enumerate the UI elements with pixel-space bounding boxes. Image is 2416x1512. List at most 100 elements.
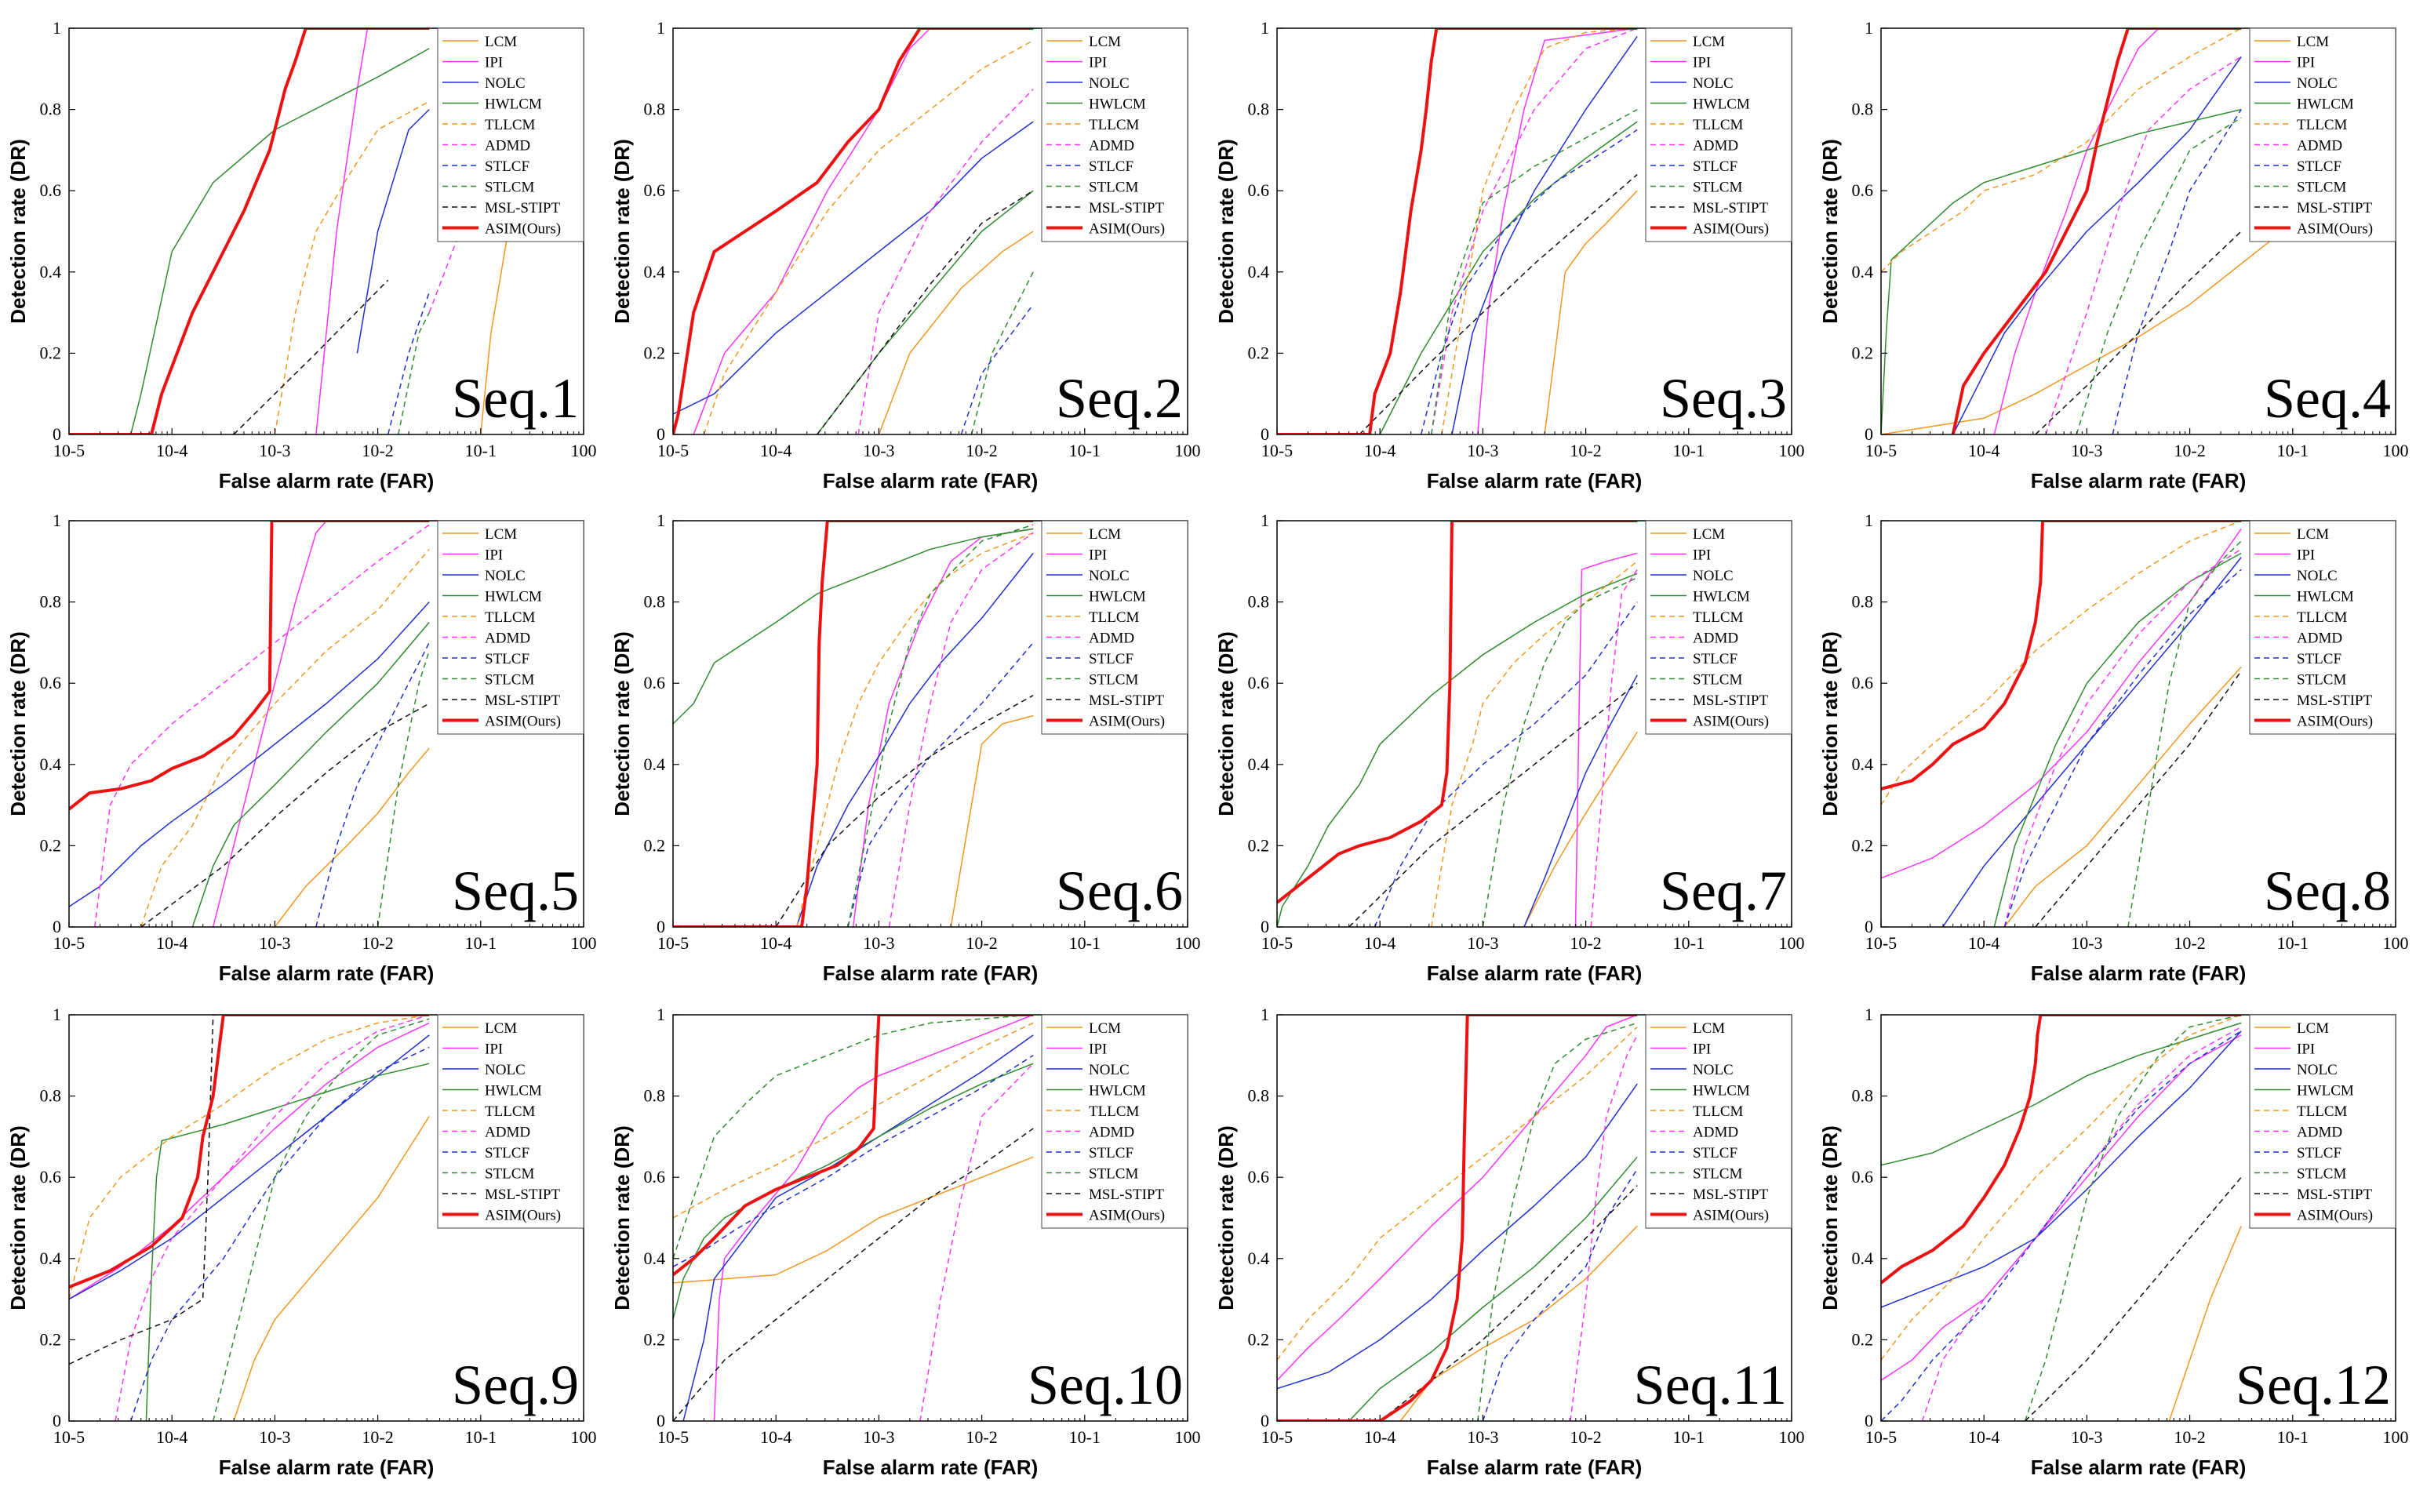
x-tick-label: 10-5 [1865,441,1897,460]
series-line-hwlcm [129,48,430,434]
legend-label: STLCM [1693,672,1742,689]
legend-box [1041,520,1188,735]
legend-label: TLLCM [1693,117,1743,133]
legend-label: STLCM [2297,1166,2346,1183]
x-tick-label: 10-5 [53,441,85,460]
legend-label: STLCF [1089,651,1133,667]
legend-label: IPI [1693,55,1711,71]
series-line-msl-stipt [140,703,430,927]
x-tick-label: 100 [2383,1427,2409,1447]
y-tick-label: 0.6 [644,1167,666,1187]
series-group [673,1015,1034,1421]
x-tick-label: 10-5 [53,933,85,953]
legend: LCM IPI NOLC HWLCM TLLCM ADMD STLCF STLCM MSL-ST… [437,1014,584,1229]
series-line-msl-stipt [673,1128,1034,1421]
y-tick-label: 1 [1261,511,1269,530]
legend: LCM IPI NOLC HWLCM TLLCM ADMD STLCF STLCM MSL-ST… [1041,1014,1188,1229]
legend-label: NOLC [2297,1062,2338,1078]
panel-title: Seq.3 [1660,367,1787,430]
x-tick-label: 10-2 [1570,441,1601,460]
x-tick-label: 10-1 [465,933,497,953]
series-line-asim-ours [673,1015,1034,1277]
y-tick-label: 0.4 [1248,1248,1270,1268]
y-tick-label: 0.2 [1852,1329,1874,1349]
series-line-stlcm [212,1018,430,1421]
x-tick-label: 10-1 [465,441,497,460]
series-line-nolc [1523,674,1638,927]
x-axis-title: False alarm rate (FAR) [823,961,1039,985]
panel-title: Seq.1 [452,367,579,430]
legend-label: MSL-STIPT [1089,1187,1164,1203]
roc-panel: 10-5 10-4 10-3 10-2 10-1 100 0 0.2 0.4 0.6 0.8 1 Fal… [610,1005,1201,1479]
legend-label: TLLCM [485,1103,535,1120]
series-line-admd [1431,28,1638,434]
series-line-stlcf [1482,1169,1638,1421]
y-tick-label: 0.4 [1852,262,1874,282]
y-tick-label: 0.8 [40,100,62,119]
x-tick-label: 100 [1175,1427,1201,1447]
series-line-stlcf [960,303,1034,434]
legend-box [2249,520,2396,735]
x-tick-label: 10-5 [1261,933,1293,953]
legend-label: MSL-STIPT [1693,1187,1768,1203]
legend-label: STLCM [2297,672,2346,689]
x-tick-label: 10-1 [2277,933,2309,953]
y-tick-label: 0.4 [644,1248,666,1268]
y-axis-title: Detection rate (DR) [1214,631,1238,816]
series-line-msl-stipt [233,279,389,434]
legend-label: TLLCM [1089,609,1139,626]
legend-label: MSL-STIPT [485,692,560,709]
series-line-stlcm [2024,1015,2242,1421]
x-tick-label: 10-2 [966,933,997,953]
y-tick-label: 1 [1865,18,1873,38]
series-group [69,521,430,927]
x-axis-title: False alarm rate (FAR) [1427,1456,1643,1479]
series-line-nolc [69,602,430,907]
series-line-msl-stipt [817,190,1034,434]
x-tick-label: 10-2 [2174,1427,2205,1447]
y-axis-title: Detection rate (DR) [1818,139,1842,323]
legend-label: ASIM(Ours) [2297,714,2373,730]
legend: LCM IPI NOLC HWLCM TLLCM ADMD STLCF STLCM MSL-ST… [1645,1014,1792,1229]
panel-title: Seq.5 [452,860,579,922]
series-line-admd [115,1015,430,1421]
series-line-stlcf [129,1046,430,1421]
series-line-ipi [1881,1034,2242,1381]
series-line-hwlcm [817,190,1034,434]
legend-label: IPI [2297,547,2315,564]
series-line-tllcm [1277,1026,1638,1361]
legend-label: STLCM [1089,180,1138,196]
series-line-lcm [2003,666,2242,927]
series-line-asim-ours [69,28,430,434]
panel-title: Seq.12 [2236,1354,2391,1416]
legend-label: IPI [485,547,503,564]
x-tick-label: 10-2 [362,1427,393,1447]
legend-label: ASIM(Ours) [485,1208,561,1224]
x-tick-label: 10-2 [966,441,997,460]
x-tick-label: 100 [2383,933,2409,953]
series-line-hwlcm [1379,121,1638,434]
series-line-nolc [673,121,1034,415]
legend-label: HWLCM [1089,589,1146,605]
y-tick-label: 0.6 [1852,673,1874,692]
x-tick-label: 100 [1779,933,1805,953]
x-tick-label: 10-2 [2174,441,2205,460]
y-axis-title: Detection rate (DR) [1818,1125,1842,1310]
legend-label: HWLCM [2297,1083,2354,1099]
y-tick-label: 0.8 [1248,1086,1270,1106]
series-line-asim-ours [1277,1015,1638,1421]
legend-label: ADMD [2297,138,2342,154]
legend-label: ASIM(Ours) [1693,1208,1769,1224]
series-line-ipi [693,28,931,434]
x-tick-label: 10-2 [1570,933,1601,953]
legend-label: NOLC [1089,568,1130,584]
y-tick-label: 0.8 [1248,592,1270,612]
legend-label: TLLCM [485,609,535,626]
legend-label: MSL-STIPT [1089,692,1164,709]
legend-label: STLCF [2297,158,2341,175]
x-tick-label: 10-3 [1467,441,1498,460]
series-line-stlcm [377,650,430,927]
x-tick-label: 10-4 [156,933,187,953]
y-tick-label: 0 [53,917,61,936]
